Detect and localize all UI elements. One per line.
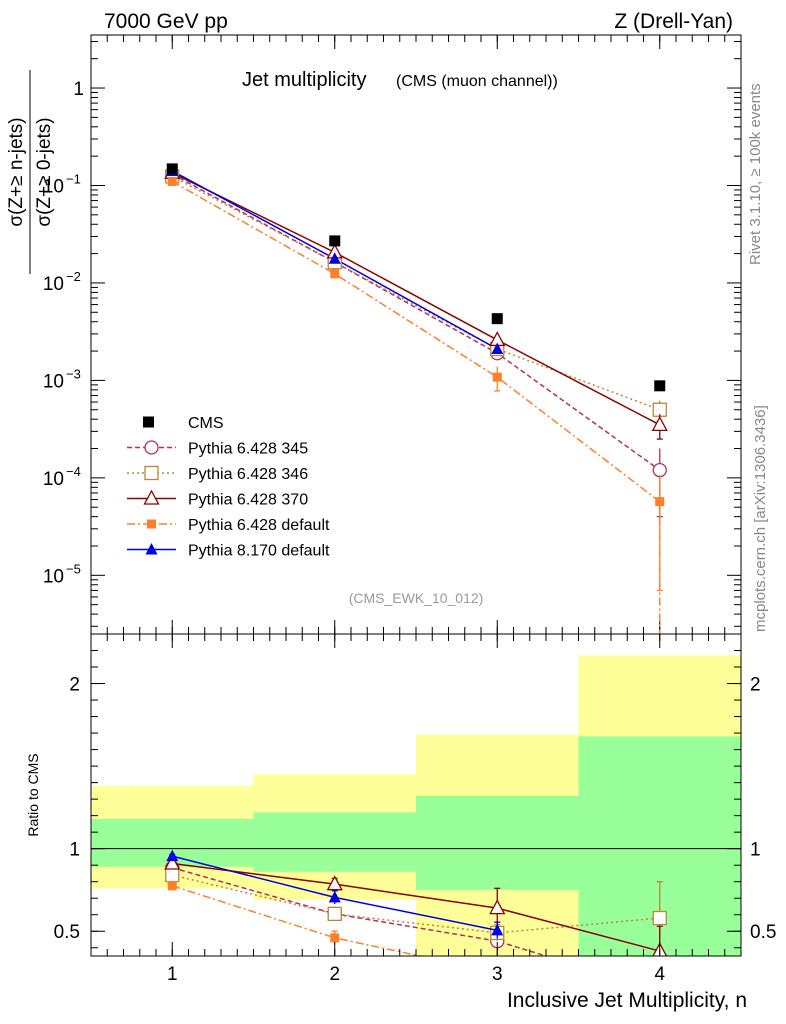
inner-band-2 [253, 812, 416, 872]
ratio-ylabel: Ratio to CMS [25, 753, 41, 836]
legend-label-3: Pythia 6.428 370 [188, 492, 308, 509]
cms-data-point [654, 380, 666, 392]
ratio-2-point [327, 906, 342, 922]
ratio-2-point [165, 867, 180, 883]
x-tick-label: 2 [329, 964, 340, 985]
analysis-tag: (CMS_EWK_10_012) [349, 590, 484, 606]
y-tick-label: 10 [43, 274, 64, 295]
series-5-point [328, 252, 341, 264]
y-tick-label: 10 [43, 566, 64, 587]
x-tick-label: 1 [167, 964, 178, 985]
ratio-y-tick-label: 1 [69, 840, 80, 861]
legend-label-2: Pythia 6.428 346 [188, 466, 308, 483]
x-tick-label: 3 [492, 964, 503, 985]
series-4-point [655, 497, 665, 507]
legend: CMS Pythia 6.428 345 Pythia 6.428 346 Pythi… [127, 415, 330, 560]
series-3-point [651, 415, 668, 431]
legend-marker-1 [144, 440, 159, 455]
inner-band-3 [416, 795, 579, 890]
legend-marker-3 [143, 489, 160, 505]
series-4-point [330, 269, 340, 279]
top-axes: 110−110−210−310−410−5 [43, 34, 742, 635]
top-series [164, 163, 668, 634]
ratio-y-tick-label: 2 [69, 675, 80, 696]
cms-data-point [329, 235, 341, 247]
rivet-label: Rivet 3.1.10, ≥ 100k events [747, 83, 764, 265]
x-tick-label: 4 [654, 964, 665, 985]
series-5-point [491, 342, 504, 355]
ratio-series [91, 848, 741, 956]
y-tick-label: 1 [73, 79, 84, 100]
ratio-3-point [489, 899, 506, 915]
ratio-2-point [652, 910, 667, 926]
legend-cms-label: CMS [188, 415, 224, 432]
chart-title-group: Jet multiplicity (CMS (muon channel)) [242, 69, 558, 91]
series-line-2 [171, 175, 661, 411]
legend-marker-5 [145, 543, 158, 555]
series-1-point [652, 462, 667, 478]
y-tick-label-exponent: −3 [66, 366, 81, 381]
series-4-point [167, 176, 177, 186]
ratio-3-point [326, 875, 343, 891]
ratio-y-tick-label-right: 0.5 [750, 922, 776, 943]
ratio-line-4 [172, 885, 424, 956]
ylabel-denominator: σ(Z+≥ 0-jets) [34, 117, 55, 226]
mcplots-label: mcplots.cern.ch [arXiv:1306.3436] [752, 405, 769, 632]
ratio-5-point [491, 923, 504, 936]
cms-data-point [491, 313, 503, 325]
ratio-y-tick-label-right: 1 [750, 840, 761, 861]
y-tick-label-exponent: −2 [66, 269, 81, 284]
ratio-clipped [91, 848, 741, 956]
energy-label: 7000 GeV pp [104, 10, 228, 33]
ratio-y-tick-label-right: 2 [750, 675, 761, 696]
legend-marker-4 [147, 519, 156, 529]
cms-data-point [166, 163, 178, 175]
chart-subtitle: (CMS (muon channel)) [396, 73, 558, 90]
series-line-4 [171, 180, 661, 503]
legend-label-5: Pythia 8.170 default [188, 543, 330, 560]
series-line-1 [171, 173, 661, 471]
ratio-4-point [330, 933, 340, 943]
y-tick-label: 10 [43, 176, 64, 197]
process-label: Z (Drell-Yan) [614, 10, 733, 33]
xlabel: Inclusive Jet Multiplicity, n [507, 989, 747, 1012]
y-tick-label-exponent: −4 [66, 464, 81, 479]
series-4-point [492, 372, 502, 382]
legend-marker-2 [144, 465, 159, 481]
ylabel-numerator: σ(Z+≥ n-jets) [6, 117, 27, 226]
y-tick-label: 10 [43, 371, 64, 392]
ratio-4-point [167, 881, 177, 891]
legend-label-1: Pythia 6.428 345 [188, 441, 308, 458]
ratio-3-point [164, 854, 181, 870]
ratio-axes: 2 2 1 1 0.5 0.5 1 2 3 4 [54, 633, 776, 985]
ratio-5-point [166, 849, 179, 862]
y-tick-label-exponent: −1 [66, 171, 81, 186]
legend-label-4: Pythia 6.428 default [188, 517, 330, 534]
chart-title: Jet multiplicity [242, 69, 366, 91]
y-tick-label-exponent: −5 [66, 561, 81, 576]
ratio-line-3 [172, 862, 660, 952]
legend-cms-marker [143, 416, 154, 428]
ratio-line-1 [172, 866, 549, 956]
y-tick-label: 10 [43, 469, 64, 490]
ratio-y-tick-label: 0.5 [54, 922, 80, 943]
uncertainty-bands [91, 655, 741, 956]
ratio-5-point [328, 890, 341, 903]
series-line-3 [171, 172, 661, 426]
